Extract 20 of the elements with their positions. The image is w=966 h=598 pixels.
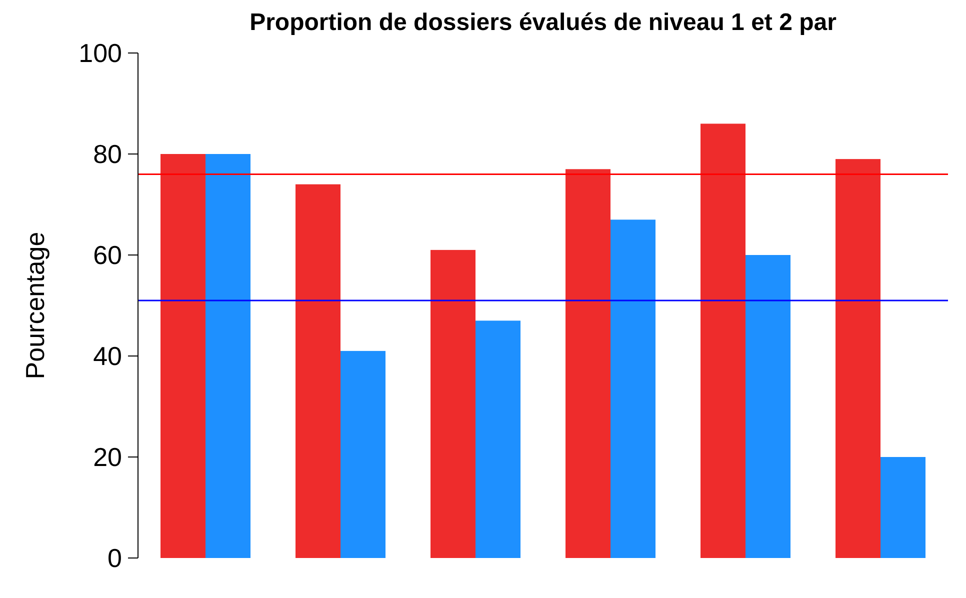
bar bbox=[160, 154, 206, 558]
bar bbox=[700, 124, 746, 558]
bar bbox=[880, 457, 926, 558]
bar bbox=[206, 154, 250, 558]
bar bbox=[836, 159, 880, 558]
bar bbox=[296, 184, 340, 558]
y-tick-label: 20 bbox=[93, 442, 122, 472]
bar bbox=[566, 169, 610, 558]
bar bbox=[746, 255, 790, 558]
chart-title: Proportion de dossiers évalués de niveau 1 et 2 par bbox=[250, 9, 836, 36]
y-tick-label: 100 bbox=[78, 38, 122, 68]
y-tick-label: 0 bbox=[108, 543, 122, 574]
y-tick-label: 60 bbox=[93, 240, 122, 270]
y-tick-label: 80 bbox=[93, 139, 122, 170]
bar bbox=[430, 250, 476, 558]
bar bbox=[476, 320, 520, 558]
bar bbox=[340, 350, 386, 558]
y-axis-title: Pourcentage bbox=[20, 232, 50, 380]
y-tick-label: 40 bbox=[93, 341, 122, 372]
bar bbox=[610, 220, 656, 558]
